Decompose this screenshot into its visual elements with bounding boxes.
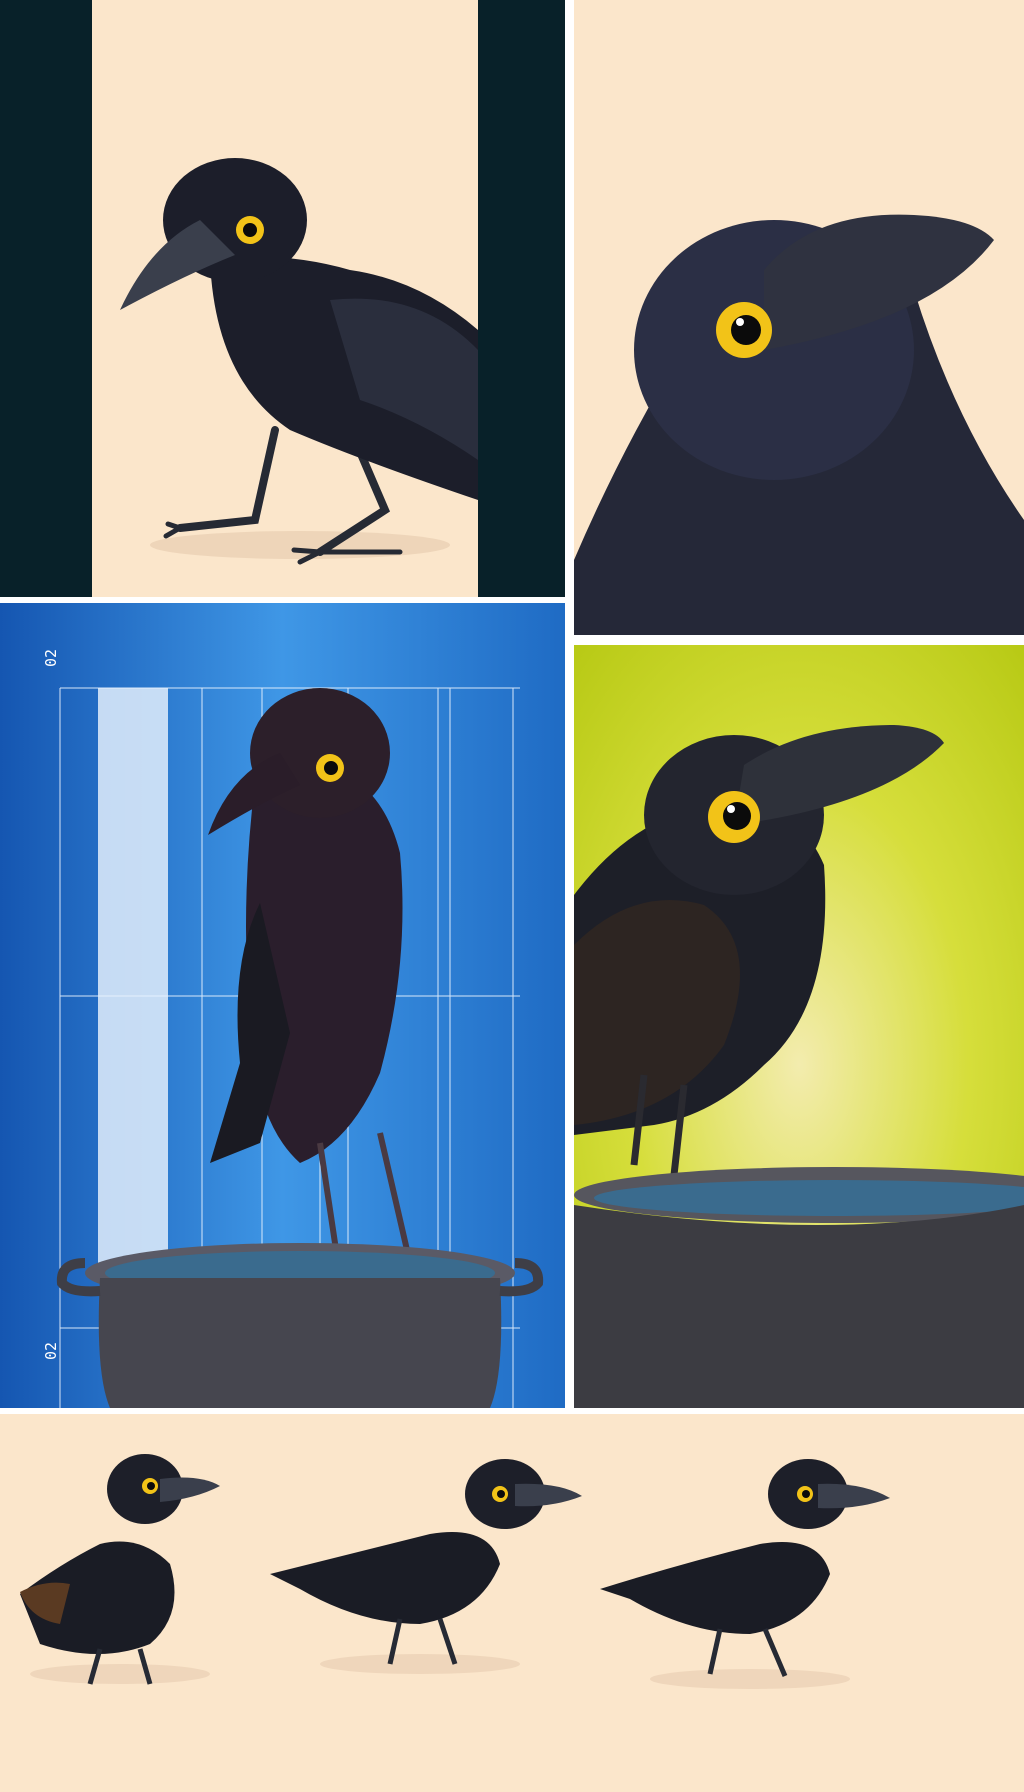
panel-crow-drinking xyxy=(574,645,1024,1408)
pot xyxy=(98,1278,502,1408)
crow-drinking-illustration xyxy=(574,645,1024,1408)
panel-three-crows xyxy=(0,1414,1024,1792)
water xyxy=(594,1180,1024,1216)
light-column xyxy=(98,688,168,1268)
panel-crow-closeup xyxy=(574,0,1024,635)
beak xyxy=(208,753,300,835)
three-crows-illustration xyxy=(0,1414,1024,1792)
guide-label-bottom: 02 xyxy=(42,1341,60,1360)
beak xyxy=(734,725,944,825)
crow-1 xyxy=(20,1454,220,1685)
panel-crow-on-pot: 02 02 xyxy=(0,603,565,1408)
crow-on-pot-illustration xyxy=(0,603,565,1408)
crow-standing-illustration xyxy=(0,0,565,597)
pot xyxy=(574,1205,1024,1408)
crow-closeup-illustration xyxy=(574,0,1024,635)
crow-2 xyxy=(270,1459,582,1674)
beak xyxy=(764,214,994,350)
guide-label-top: 02 xyxy=(42,648,60,667)
left-dark-bar xyxy=(0,0,92,597)
right-dark-bar xyxy=(478,0,565,597)
panel-crow-standing xyxy=(0,0,565,597)
beak xyxy=(120,220,235,310)
crow-3 xyxy=(600,1459,890,1689)
